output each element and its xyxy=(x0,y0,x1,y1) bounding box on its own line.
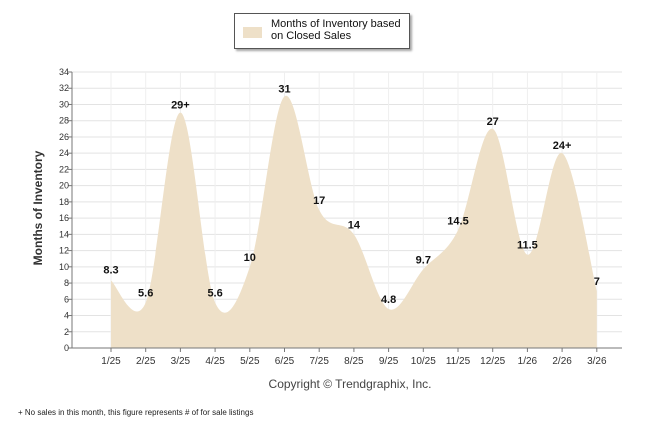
y-axis-label: Months of Inventory xyxy=(31,150,45,266)
y-tick-label: 10 xyxy=(59,262,69,272)
y-tick-label: 26 xyxy=(59,132,69,142)
data-label: 9.7 xyxy=(416,254,431,266)
y-tick-label: 32 xyxy=(59,83,69,93)
x-tick-label: 10/25 xyxy=(411,356,436,367)
data-label: 14 xyxy=(348,219,361,231)
y-tick-label: 30 xyxy=(59,99,69,109)
x-tick-label: 2/26 xyxy=(552,356,572,367)
area-fill xyxy=(111,95,597,348)
x-tick-label: 12/25 xyxy=(480,356,505,367)
y-tick-label: 16 xyxy=(59,213,69,223)
data-label: 31 xyxy=(278,83,290,95)
copyright: Copyright © Trendgraphix, Inc. xyxy=(268,377,432,391)
x-tick-label: 3/26 xyxy=(587,356,607,367)
y-tick-label: 12 xyxy=(59,246,69,256)
x-tick-label: 1/26 xyxy=(518,356,538,367)
y-tick-label: 20 xyxy=(59,181,69,191)
y-tick-label: 18 xyxy=(59,197,69,207)
data-labels: 8.3 5.6 29+ 5.6 10 31 17 14 4.8 9.7 14.5 27 11.5 24+ 7 xyxy=(103,83,600,306)
y-tick-label: 6 xyxy=(64,294,69,304)
data-label: 8.3 xyxy=(103,265,118,277)
y-tick-label: 34 xyxy=(59,67,69,77)
footnote: + No sales in this month, this figure re… xyxy=(18,408,254,417)
x-tick-label: 7/25 xyxy=(309,356,329,367)
x-tick-label: 6/25 xyxy=(275,356,295,367)
y-tick-label: 4 xyxy=(64,311,69,321)
legend: Months of Inventory based on Closed Sale… xyxy=(234,13,410,49)
x-tick-label: 8/25 xyxy=(344,356,364,367)
data-label: 24+ xyxy=(553,140,572,152)
data-label: 11.5 xyxy=(517,240,538,252)
legend-swatch xyxy=(243,27,262,38)
x-tick-label: 9/25 xyxy=(379,356,399,367)
data-label: 7 xyxy=(594,276,600,288)
data-label: 4.8 xyxy=(381,294,396,306)
x-tick-label: 3/25 xyxy=(171,356,191,367)
data-label: 27 xyxy=(487,116,499,128)
x-tick-label: 5/25 xyxy=(240,356,260,367)
y-tick-label: 8 xyxy=(64,278,69,288)
axes xyxy=(68,71,622,352)
data-label: 10 xyxy=(244,252,256,264)
x-tick-label: 4/25 xyxy=(205,356,225,367)
y-tick-label: 2 xyxy=(64,327,69,337)
y-tick-label: 24 xyxy=(59,148,69,158)
data-label: 5.6 xyxy=(138,288,153,300)
data-label: 5.6 xyxy=(207,288,222,300)
data-label: 29+ xyxy=(171,100,190,112)
x-tick-labels: 1/25 2/25 3/25 4/25 5/25 6/25 7/25 8/25 9/25 10/2… xyxy=(101,356,607,367)
x-tick-label: 11/25 xyxy=(446,356,471,367)
y-tick-label: 22 xyxy=(59,164,69,174)
y-tick-label: 28 xyxy=(59,116,69,126)
x-tick-label: 1/25 xyxy=(101,356,121,367)
x-tick-label: 2/25 xyxy=(136,356,156,367)
area-series xyxy=(111,95,597,348)
data-label: 14.5 xyxy=(447,215,468,227)
y-tick-label: 0 xyxy=(64,343,69,353)
data-label: 17 xyxy=(313,195,325,207)
y-tick-label: 14 xyxy=(59,229,69,239)
legend-label: Months of Inventory based on Closed Sale… xyxy=(271,18,401,42)
